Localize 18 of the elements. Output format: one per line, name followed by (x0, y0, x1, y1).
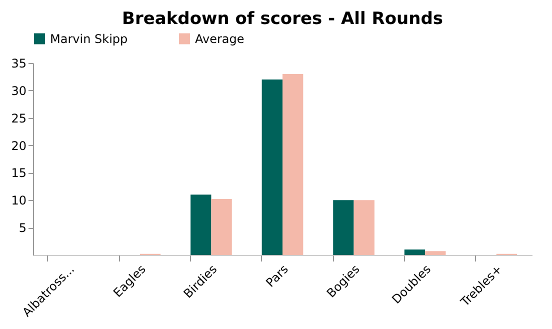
chart-title: Breakdown of scores - All Rounds (122, 9, 444, 29)
y-tick-label: 20 (11, 138, 26, 153)
bar (190, 194, 212, 255)
y-tick-label: 25 (11, 111, 26, 126)
y-tick-label: 35 (11, 56, 26, 70)
bar (404, 250, 426, 255)
bar (354, 200, 374, 255)
legend-label: Average (195, 32, 244, 46)
y-tick-label: 10 (11, 194, 26, 208)
bar (211, 199, 232, 255)
y-tick-label: 30 (11, 84, 26, 98)
y-tick-label: 5 (18, 221, 26, 236)
bar (333, 200, 354, 255)
bar (282, 74, 304, 255)
y-tick-label: 15 (11, 166, 26, 180)
bar (425, 251, 446, 255)
bar (262, 79, 282, 255)
legend-label: Marvin Skipp (50, 32, 128, 46)
